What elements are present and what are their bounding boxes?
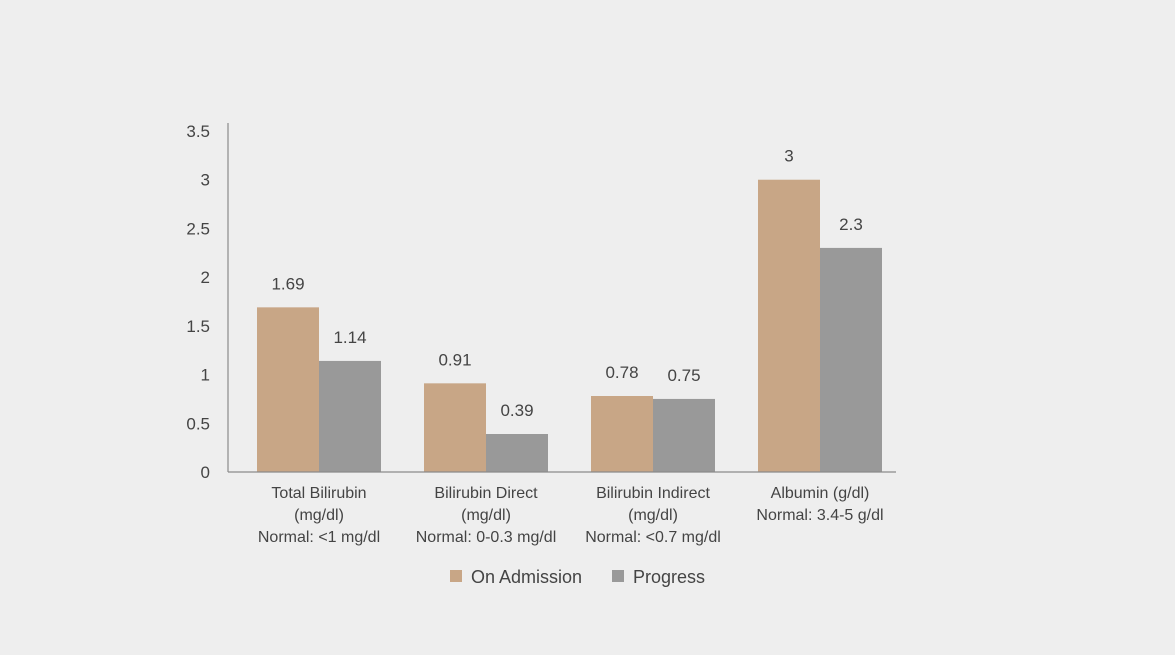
x-tick-label: Albumin (g/dl) Normal: 3.4-5 g/dl [756, 485, 883, 524]
data-label: 2.3 [839, 215, 863, 234]
bar [653, 398, 715, 472]
x-tick-label-line: (mg/dl) [628, 507, 678, 524]
data-label: 1.69 [271, 274, 304, 293]
x-tick-label-line: (mg/dl) [461, 507, 511, 524]
x-tick-label: Total Bilirubin (mg/dl) Normal: <1 mg/dl [258, 485, 380, 546]
x-tick-label-line: Normal: 0-0.3 mg/dl [416, 529, 557, 546]
y-tick-label: 2 [201, 268, 210, 287]
y-tick-label: 1.5 [186, 317, 210, 336]
bar [319, 360, 381, 472]
x-tick-label: Bilirubin Indirect (mg/dl) Normal: <0.7 mg… [585, 485, 721, 546]
bar [820, 247, 882, 472]
y-tick-label: 1 [201, 366, 210, 385]
x-tick-label-line: Total Bilirubin [271, 485, 366, 502]
data-label: 0.39 [500, 401, 533, 420]
x-tick-label: Bilirubin Direct (mg/dl) Normal: 0-0.3 mg/… [416, 485, 557, 546]
bar [257, 307, 319, 472]
y-tick-label: 0 [201, 463, 210, 482]
legend-swatch [450, 570, 462, 582]
y-tick-label: 3 [201, 171, 210, 190]
y-tick-label: 2.5 [186, 219, 210, 238]
x-tick-label-line: Normal: 3.4-5 g/dl [756, 507, 883, 524]
x-tick-label-line: Albumin (g/dl) [771, 485, 870, 502]
bar [758, 179, 820, 472]
data-label: 0.91 [438, 350, 471, 369]
bar [424, 383, 486, 472]
bar [486, 434, 548, 472]
legend-swatch [612, 570, 624, 582]
data-label: 0.75 [667, 366, 700, 385]
bar [591, 396, 653, 472]
y-tick-label: 0.5 [186, 414, 210, 433]
legend-label: Progress [633, 567, 705, 587]
x-tick-label-line: Normal: <1 mg/dl [258, 529, 380, 546]
legend-label: On Admission [471, 567, 582, 587]
data-label: 3 [784, 147, 793, 166]
x-tick-label-line: (mg/dl) [294, 507, 344, 524]
x-tick-label-line: Bilirubin Direct [434, 485, 538, 502]
y-tick-label: 3.5 [186, 122, 210, 141]
data-label: 0.78 [605, 363, 638, 382]
data-label: 1.14 [333, 328, 366, 347]
x-tick-label-line: Normal: <0.7 mg/dl [585, 529, 721, 546]
x-tick-label-line: Bilirubin Indirect [596, 485, 710, 502]
